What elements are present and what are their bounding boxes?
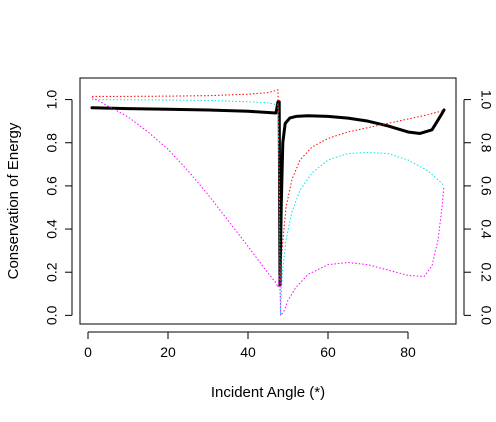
y-axis-left: 0.0 0.2 0.4 0.6 0.8 1.0 <box>44 90 73 325</box>
y-tick-label-left: 1.0 <box>44 90 60 110</box>
y-tick-label-left: 0.6 <box>44 176 60 196</box>
series-line-2 <box>91 99 445 316</box>
y-tick-label-left: 0.2 <box>44 262 60 282</box>
y-tick-label-left: 0.4 <box>44 219 60 239</box>
x-tick-label: 20 <box>160 344 176 360</box>
y-tick-label-right: 0.0 <box>478 306 494 326</box>
y-axis-label: Conservation of Energy <box>5 122 22 279</box>
plot-box <box>79 77 457 325</box>
y-tick-label-right: 0.8 <box>478 133 494 153</box>
x-tick-label: 80 <box>400 344 416 360</box>
x-tick-label: 40 <box>240 344 256 360</box>
x-tick-label: 0 <box>84 344 92 360</box>
y-tick-label-left: 0.8 <box>44 133 60 153</box>
series-layer <box>90 89 446 316</box>
y-tick-label-right: 0.2 <box>478 262 494 282</box>
x-tick-label: 60 <box>320 344 336 360</box>
y-tick-label-right: 1.0 <box>478 90 494 110</box>
y-tick-label-left: 0.0 <box>44 305 60 325</box>
y-tick-label-right: 0.4 <box>478 219 494 239</box>
x-axis-label: Incident Angle (*) <box>211 384 325 401</box>
series-line-3 <box>91 96 445 316</box>
series-line-0 <box>90 100 446 287</box>
y-axis-right: 0.0 0.2 0.4 0.6 0.8 1.0 <box>463 90 494 326</box>
series-line-1 <box>92 89 445 286</box>
x-axis: 0 20 40 60 80 <box>84 331 416 360</box>
y-tick-label-right: 0.6 <box>478 176 494 196</box>
